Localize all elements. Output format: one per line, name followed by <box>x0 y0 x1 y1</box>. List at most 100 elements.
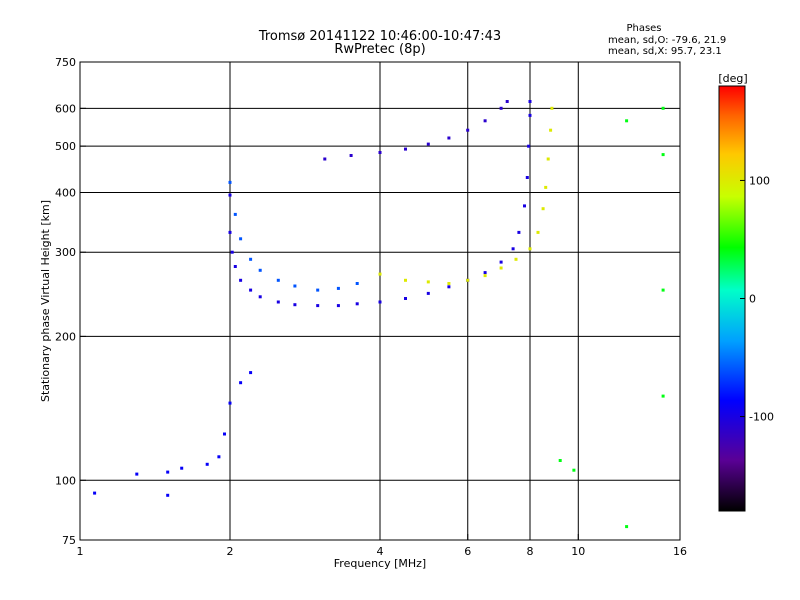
echo-point <box>550 106 554 110</box>
echo-point <box>217 455 221 459</box>
x-tick-label: 10 <box>571 545 585 558</box>
echo-point <box>625 119 629 123</box>
echo-point <box>528 247 532 251</box>
echo-point <box>349 154 353 157</box>
echo-point <box>233 212 237 216</box>
y-tick-label: 100 <box>55 474 76 487</box>
phase-stats-o: mean, sd,O: -79.6, 21.9 <box>608 35 726 46</box>
x-tick-label: 8 <box>527 545 534 558</box>
x-tick-label: 1 <box>77 545 84 558</box>
echo-point <box>514 257 518 261</box>
echo-point <box>447 285 451 289</box>
y-tick-label: 200 <box>55 330 76 343</box>
echo-point <box>661 288 665 292</box>
echo-point <box>223 432 226 436</box>
echo-point <box>323 157 327 161</box>
echo-point <box>205 462 209 466</box>
echo-point <box>483 274 487 278</box>
y-tick-label: 600 <box>55 102 76 115</box>
x-tick-label: 6 <box>464 545 471 558</box>
echo-point <box>378 151 382 154</box>
echo-point <box>228 401 232 405</box>
x-tick-label: 16 <box>673 545 687 558</box>
echo-point <box>541 207 545 211</box>
echo-point <box>536 230 540 234</box>
echo-point <box>447 136 451 140</box>
echo-point <box>180 466 184 470</box>
echo-point <box>404 297 407 300</box>
echo-point <box>355 282 359 285</box>
x-tick-label: 4 <box>377 545 384 558</box>
echo-point <box>523 204 526 208</box>
echo-point <box>135 472 139 476</box>
echo-point <box>466 128 470 132</box>
echo-point <box>355 302 359 306</box>
colorbar-label: [deg] <box>718 72 747 85</box>
chart-subtitle: RwPretec (8p) <box>334 42 425 57</box>
y-tick-label: 300 <box>55 246 76 259</box>
echo-point <box>228 230 232 234</box>
echo-point <box>316 304 320 308</box>
echo-point <box>228 193 232 197</box>
echo-point <box>378 272 382 276</box>
echo-point <box>258 268 262 272</box>
y-tick-label: 750 <box>55 56 76 69</box>
echo-point <box>426 291 430 295</box>
echo-point <box>546 157 550 161</box>
y-tick-label: 75 <box>62 534 76 547</box>
colorbar-ticks: 100 0 -100 <box>740 174 774 424</box>
echo-point <box>528 113 532 117</box>
x-axis-ticks: 1 2 4 6 8 10 16 <box>77 534 687 558</box>
echo-point <box>528 100 532 103</box>
echo-point <box>661 153 665 157</box>
x-tick-label: 2 <box>227 545 234 558</box>
echo-point <box>293 284 297 288</box>
echo-point <box>505 100 509 103</box>
echo-point <box>525 176 529 179</box>
echo-point <box>404 278 407 282</box>
echo-point <box>276 278 280 282</box>
echo-point <box>276 300 280 304</box>
echo-point <box>511 247 515 251</box>
echo-point <box>661 106 665 110</box>
x-axis-label: Frequency [MHz] <box>334 557 426 570</box>
echo-point <box>316 288 320 292</box>
colorbar-tick-label: 100 <box>749 174 770 187</box>
echo-point <box>228 180 232 184</box>
echo-point <box>447 282 451 285</box>
y-tick-label: 500 <box>55 140 76 153</box>
echo-point <box>426 280 430 284</box>
echo-points <box>93 100 665 529</box>
echo-point <box>572 468 576 472</box>
echo-point <box>483 119 487 123</box>
echo-point <box>233 265 237 268</box>
phase-stats-title: Phases <box>626 23 661 34</box>
echo-point <box>166 470 170 474</box>
echo-point <box>426 142 430 146</box>
echo-point <box>93 491 97 495</box>
echo-point <box>404 147 407 151</box>
echo-point <box>249 288 253 292</box>
echo-point <box>166 493 170 497</box>
echo-point <box>544 185 548 189</box>
chart-title: Tromsø 20141122 10:46:00-10:47:43 <box>258 29 501 44</box>
y-axis-label: Stationary phase Virtual Height [km] <box>39 200 52 402</box>
echo-point <box>499 260 503 264</box>
echo-point <box>661 394 665 398</box>
echo-point <box>336 286 340 290</box>
colorbar-tick-label: 0 <box>749 293 756 306</box>
echo-point <box>239 237 243 241</box>
echo-point <box>239 381 243 385</box>
y-tick-label: 400 <box>55 186 76 199</box>
echo-point <box>625 525 629 529</box>
echo-point <box>499 106 503 110</box>
phase-stats-x: mean, sd,X: 95.7, 23.1 <box>608 46 722 57</box>
colorbar-tick-label: -100 <box>749 411 774 424</box>
y-axis-ticks: 75 100 200 300 400 500 600 750 <box>55 56 86 547</box>
echo-point <box>527 144 531 148</box>
echo-point <box>258 295 262 299</box>
echo-point <box>336 304 340 308</box>
echo-point <box>249 371 253 375</box>
echo-point <box>239 278 243 282</box>
